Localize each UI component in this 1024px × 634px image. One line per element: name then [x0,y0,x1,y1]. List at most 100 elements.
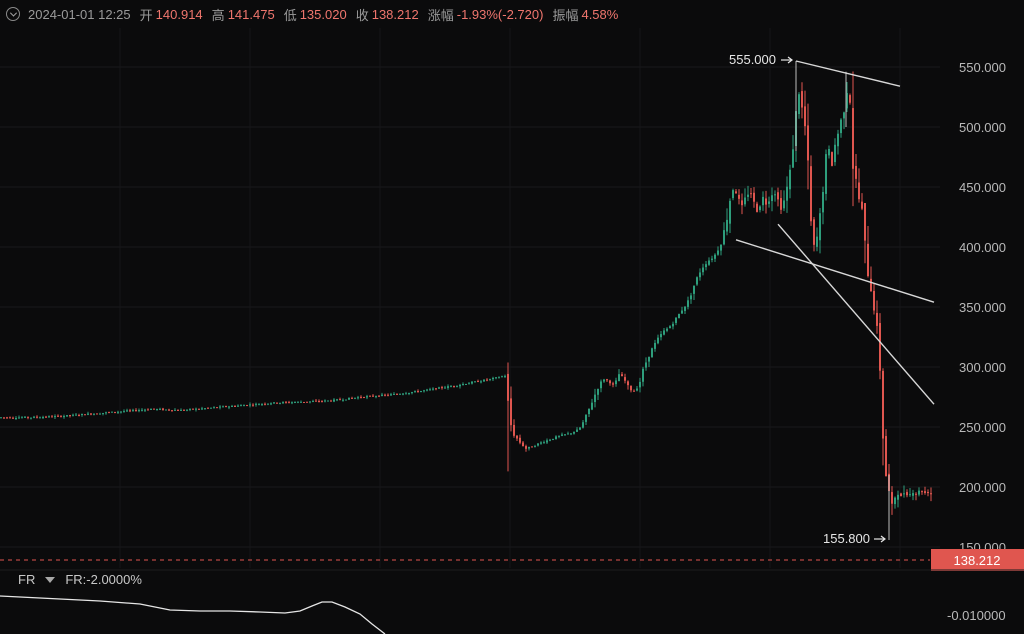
candle-body [27,416,29,418]
candle-body [924,491,926,493]
candle-body [129,410,131,412]
candle-body [777,192,779,200]
candle-body [774,194,776,196]
candle-body [891,492,893,504]
candle-body [633,390,635,392]
candle-body [543,442,545,444]
chevron-down-icon[interactable] [45,576,56,583]
candle-body [819,213,821,241]
candle-body [522,442,524,447]
candle-body [111,411,113,413]
candle-body [87,413,89,415]
candle-body [504,375,506,377]
candle-body [45,416,47,418]
candle-body [177,409,179,411]
candle-body [594,394,596,403]
candle-body [435,388,437,390]
candle-body [414,391,416,393]
low-label: 低 [283,7,297,23]
candle-body [861,201,863,209]
candle-body [921,491,923,493]
candle-body [225,406,227,408]
candle-body [807,125,809,161]
candle-body [351,397,353,399]
candle-body [60,415,62,417]
candle-body [540,442,542,444]
candles [0,61,932,541]
candle-body [84,414,86,416]
candle-body [294,402,296,404]
candle-body [42,417,44,419]
candle-body [711,258,713,260]
candle-body [483,379,485,382]
candle-body [480,381,482,383]
trendline[interactable] [735,239,935,303]
indicator-name[interactable]: FR [18,572,36,587]
candle-body [693,285,695,294]
trendline[interactable] [777,223,935,405]
candle-body [33,416,35,418]
candle-body [465,384,467,386]
collapse-toggle-icon[interactable] [6,7,20,21]
candle-body [765,198,767,205]
candle-body [366,396,368,398]
candle-body [780,198,782,210]
candle-body [360,396,362,398]
ohlc-timestamp: 2024-01-01 12:25 [28,6,131,22]
candle-body [405,393,407,395]
candle-body [123,411,125,413]
candle-body [771,195,773,202]
candle-body [345,399,347,401]
candle-body [99,413,101,415]
candle-body [216,407,218,409]
candle-body [456,385,458,387]
close-value: 138.212 [371,6,419,22]
candle-body [195,408,197,410]
candle-body [855,165,857,179]
candle-body [270,403,272,405]
candle-body [453,385,455,387]
candle-body [387,394,389,396]
candle-body [903,493,905,495]
candle-body [285,401,287,403]
candle-body [219,406,221,408]
candle-body [264,403,266,405]
candle-body [237,405,239,407]
candle-body [78,415,80,417]
candle-body [288,402,290,404]
candle-body [261,403,263,405]
candle-body [798,94,800,115]
candle-body [690,295,692,300]
candle-body [303,401,305,403]
trendlines[interactable] [735,60,935,405]
candle-body [846,93,848,109]
candle-body [897,494,899,500]
candle-body [30,417,32,419]
candle-body [54,416,56,418]
candle-body [732,190,734,199]
candle-body [327,400,329,402]
candle-body [900,493,902,497]
trendline[interactable] [795,60,901,87]
y-tick-label: 450.000 [959,180,1006,195]
candle-body [291,402,293,404]
candle-body [816,236,818,247]
last-price-tag [931,549,1024,571]
price-axis[interactable]: 550.000 500.000 450.000 400.000 350.000 300.0… [959,60,1006,555]
candle-body [564,434,566,436]
candle-body [297,401,299,403]
candle-body [834,144,836,163]
candle-body [372,395,374,397]
candle-body [63,416,65,418]
candle-body [381,394,383,396]
candle-body [828,149,830,156]
candle-body [786,186,788,201]
candle-body [849,95,851,103]
candle-body [741,200,743,206]
candle-body [6,417,8,419]
y-tick-label: 550.000 [959,60,1006,75]
candle-body [492,377,494,380]
candle-body [870,278,872,292]
